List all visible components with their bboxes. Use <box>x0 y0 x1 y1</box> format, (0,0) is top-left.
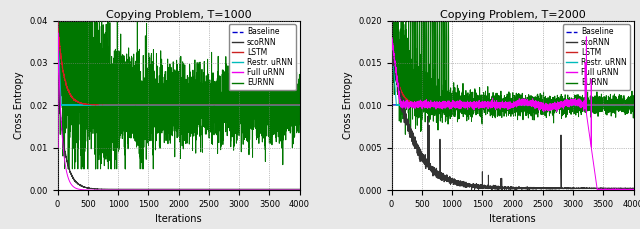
Title: Copying Problem, T=2000: Copying Problem, T=2000 <box>440 10 586 20</box>
Title: Copying Problem, T=1000: Copying Problem, T=1000 <box>106 10 252 20</box>
X-axis label: Iterations: Iterations <box>489 214 536 224</box>
Legend: Baseline, scoRNN, LSTM, Restr. uRNN, Full uRNN, EURNN: Baseline, scoRNN, LSTM, Restr. uRNN, Ful… <box>228 25 296 90</box>
Legend: Baseline, scoRNN, LSTM, Restr. uRNN, Full uRNN, EURNN: Baseline, scoRNN, LSTM, Restr. uRNN, Ful… <box>563 25 630 90</box>
Y-axis label: Cross Entropy: Cross Entropy <box>342 71 353 139</box>
Y-axis label: Cross Entropy: Cross Entropy <box>14 71 24 139</box>
X-axis label: Iterations: Iterations <box>156 214 202 224</box>
